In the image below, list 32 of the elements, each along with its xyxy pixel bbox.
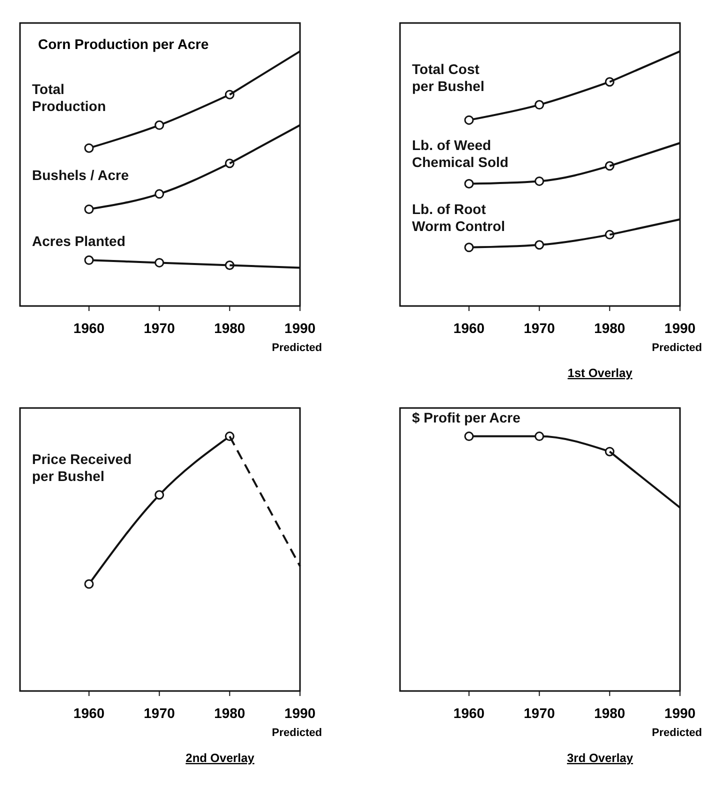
x-tick-label: 1970 xyxy=(524,320,556,336)
x-tick-label: 1990 xyxy=(284,705,316,721)
x-tick-label: 1980 xyxy=(214,320,246,336)
text: Predicted xyxy=(272,727,322,739)
text: Predicted xyxy=(272,342,322,354)
x-tick-label: 1980 xyxy=(594,320,626,336)
x-tick-label: 1980 xyxy=(594,705,626,721)
x-tick-label: 1970 xyxy=(144,705,176,721)
series-label: Acres Planted xyxy=(32,233,126,250)
series-label: Total Production xyxy=(32,81,106,114)
x-tick-label: 1970 xyxy=(144,320,176,336)
text: Predicted xyxy=(652,342,702,354)
text: Predicted xyxy=(652,727,702,739)
text: 3rd Overlay xyxy=(566,751,634,765)
series-label: Bushels / Acre xyxy=(32,166,129,183)
x-tick-label: 1960 xyxy=(73,320,105,336)
x-tick-label: 1960 xyxy=(453,705,485,721)
x-tick-label: 1960 xyxy=(453,320,485,336)
series-label: $ Profit per Acre xyxy=(412,409,521,426)
text: 2nd Overlay xyxy=(186,751,255,765)
x-tick-label: 1990 xyxy=(664,320,696,336)
series-label: Price Received per Bushel xyxy=(32,450,132,484)
series-label: Lb. of Weed Chemical Sold xyxy=(412,137,508,170)
series-label: Total Cost per Bushel xyxy=(412,60,484,94)
x-tick-label: 1990 xyxy=(664,705,696,721)
chart-title: Corn Production per Acre xyxy=(38,36,209,52)
x-tick-label: 1980 xyxy=(214,705,246,721)
x-tick-label: 1960 xyxy=(73,705,105,721)
x-tick-label: 1970 xyxy=(524,705,556,721)
text: 1st Overlay xyxy=(568,366,633,380)
series-label: Lb. of Root Worm Control xyxy=(412,200,506,234)
x-tick-label: 1990 xyxy=(284,320,316,336)
